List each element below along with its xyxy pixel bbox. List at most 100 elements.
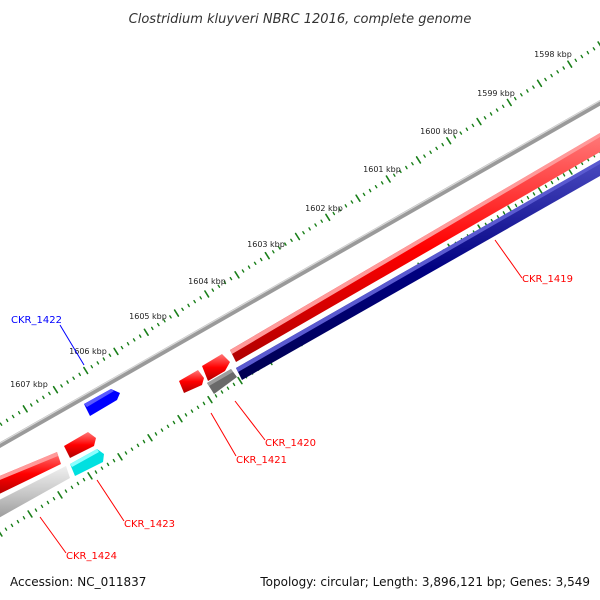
minor-tick [106, 462, 110, 467]
minor-tick [501, 104, 505, 109]
major-tick [143, 328, 149, 337]
ruler-label: 1600 kbp [420, 127, 458, 136]
minor-tick [72, 376, 76, 380]
minor-tick [574, 58, 578, 62]
minor-tick [17, 411, 21, 415]
ruler-labels: 1598 kbp 1599 kbp 1600 kbp 1601 kbp 1602… [10, 50, 572, 389]
major-tick [597, 41, 600, 47]
minor-tick [22, 516, 26, 520]
minor-tick [459, 131, 463, 135]
leader-CKR_1421 [210, 412, 237, 457]
gene-label-CKR_1421[interactable]: CKR_1421 [236, 455, 287, 466]
minor-tick [184, 413, 188, 417]
minor-tick [169, 315, 172, 319]
ruler-label: 1604 kbp [188, 277, 226, 286]
map-title: Clostridium kluyveri NBRC 12016, complet… [129, 12, 472, 27]
major-tick [0, 531, 3, 537]
minor-tick [100, 466, 104, 470]
minor-tick [10, 523, 14, 528]
minor-tick [166, 424, 170, 428]
minor-tick [94, 470, 98, 474]
minor-tick [526, 195, 530, 200]
leader-CKR_1420 [234, 400, 266, 441]
minor-tick [136, 443, 140, 448]
gene-CKR_1423[interactable] [64, 432, 96, 458]
minor-tick [320, 219, 323, 223]
gene-CKR_1419-reverse[interactable] [236, 160, 600, 380]
leader-CKR_1419 [494, 239, 523, 279]
minor-tick [34, 508, 38, 512]
gene-label-CKR_1419[interactable]: CKR_1419 [522, 274, 573, 285]
minor-tick [532, 85, 535, 89]
minor-tick [544, 184, 548, 189]
gene-CKR_1420[interactable] [202, 354, 230, 381]
major-tick [83, 366, 89, 375]
minor-tick [532, 192, 536, 196]
minor-tick [202, 401, 206, 406]
minor-tick [556, 70, 559, 74]
minor-tick [308, 227, 311, 231]
minor-tick [154, 432, 158, 436]
ruler-label: 1607 kbp [10, 380, 48, 389]
minor-tick [441, 142, 444, 147]
ruler-label: 1606 kbp [69, 347, 107, 356]
minor-tick [30, 403, 33, 407]
major-tick [264, 251, 270, 260]
leader-CKR_1424 [39, 516, 67, 554]
gene-pseudo-grey[interactable] [207, 369, 237, 394]
minor-tick [580, 54, 584, 59]
minor-tick [211, 288, 215, 292]
gene-CKR_1424-grey[interactable] [0, 466, 70, 520]
ruler-label: 1599 kbp [477, 89, 515, 98]
major-tick [204, 290, 210, 298]
minor-tick [241, 269, 245, 273]
minor-tick [78, 372, 82, 377]
minor-tick [36, 399, 39, 403]
minor-tick [126, 342, 130, 346]
major-tick [22, 405, 28, 413]
minor-tick [302, 230, 305, 235]
ruler-label: 1605 kbp [129, 312, 167, 321]
minor-tick [362, 192, 366, 197]
gene-CKR_1419-forward[interactable] [230, 133, 600, 362]
leader-CKR_1422 [59, 324, 85, 366]
minor-tick [495, 108, 499, 112]
minor-tick [399, 169, 402, 174]
gene-CKR_1424-forward[interactable] [0, 452, 61, 496]
minor-tick [108, 353, 112, 357]
major-tick [147, 433, 153, 442]
minor-tick [11, 414, 15, 419]
minor-tick [42, 395, 45, 400]
major-tick [476, 117, 482, 126]
gene-cyan[interactable] [70, 449, 104, 476]
minor-tick [502, 211, 506, 215]
minor-tick [332, 211, 336, 216]
summary-text: Topology: circular; Length: 3,896,121 bp… [259, 575, 590, 589]
gene-label-CKR_1423[interactable]: CKR_1423 [124, 519, 175, 530]
major-tick [52, 385, 59, 394]
major-tick [177, 414, 183, 423]
gene-CKR_1422[interactable] [84, 389, 120, 416]
gene-label-CKR_1422[interactable]: CKR_1422 [11, 315, 62, 326]
gene-label-CKR_1424[interactable]: CKR_1424 [66, 551, 117, 562]
minor-tick [223, 280, 227, 285]
minor-tick [520, 199, 524, 204]
minor-tick [338, 207, 342, 212]
gene-CKR_1421[interactable] [179, 370, 204, 393]
major-tick [113, 347, 119, 356]
minor-tick [229, 276, 233, 281]
minor-tick [429, 150, 432, 155]
minor-tick [82, 477, 86, 482]
minor-tick [278, 246, 281, 250]
gene-label-CKR_1420[interactable]: CKR_1420 [265, 438, 316, 449]
minor-tick [120, 345, 124, 350]
minor-tick [70, 485, 74, 489]
minor-tick [52, 497, 56, 501]
major-tick [173, 309, 180, 317]
major-tick [537, 186, 543, 194]
minor-tick [284, 242, 287, 246]
minor-tick [465, 127, 469, 132]
gene-leader-lines [39, 239, 523, 554]
minor-tick [344, 204, 348, 208]
minor-tick [490, 218, 494, 223]
